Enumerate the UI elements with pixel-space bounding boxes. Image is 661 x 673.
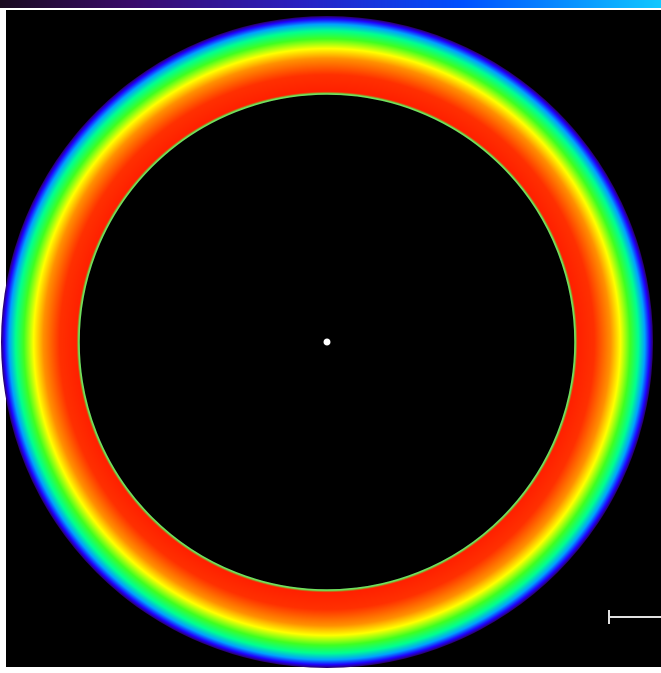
colorbar (0, 0, 661, 8)
image-view (0, 0, 661, 673)
center-point (324, 339, 331, 346)
page: {} (0, 0, 661, 673)
